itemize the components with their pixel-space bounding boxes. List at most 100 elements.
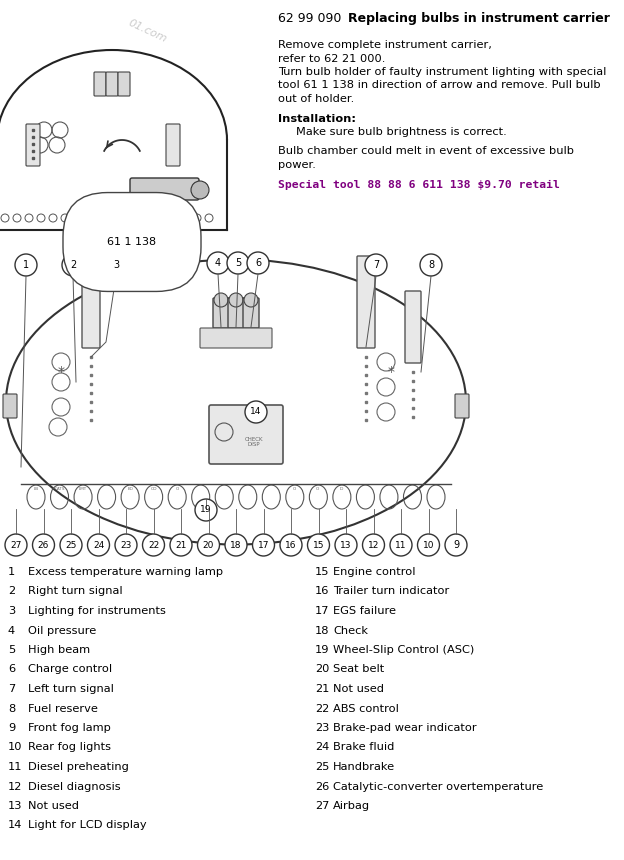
Text: Not used: Not used — [333, 684, 384, 694]
Text: 6: 6 — [255, 258, 261, 268]
Circle shape — [60, 534, 82, 556]
Text: 8: 8 — [428, 260, 434, 270]
Text: 20: 20 — [203, 540, 214, 550]
Text: Catalytic-converter overtemperature: Catalytic-converter overtemperature — [333, 782, 544, 791]
Text: 5: 5 — [235, 258, 241, 268]
Text: 19: 19 — [315, 645, 329, 655]
Text: Right turn signal: Right turn signal — [28, 587, 123, 597]
FancyBboxPatch shape — [213, 298, 229, 328]
Text: 7: 7 — [8, 684, 15, 694]
Text: Not used: Not used — [28, 801, 79, 811]
Circle shape — [115, 534, 137, 556]
Text: 8: 8 — [8, 703, 15, 714]
Text: 27: 27 — [315, 801, 329, 811]
FancyBboxPatch shape — [94, 72, 106, 96]
Text: 22: 22 — [148, 540, 159, 550]
Circle shape — [363, 534, 384, 556]
Text: Rear fog lights: Rear fog lights — [28, 742, 111, 752]
Text: Oil pressure: Oil pressure — [28, 625, 96, 636]
FancyBboxPatch shape — [209, 405, 283, 464]
Text: Lighting for instruments: Lighting for instruments — [28, 606, 166, 616]
Circle shape — [207, 252, 229, 274]
Text: 13: 13 — [8, 801, 22, 811]
FancyBboxPatch shape — [228, 298, 244, 328]
Text: Check: Check — [333, 625, 368, 636]
Text: Brake fluid: Brake fluid — [333, 742, 394, 752]
FancyBboxPatch shape — [405, 291, 421, 363]
Text: 4: 4 — [8, 625, 15, 636]
Circle shape — [170, 534, 192, 556]
FancyBboxPatch shape — [455, 394, 469, 418]
Text: High beam: High beam — [28, 645, 90, 655]
Text: power.: power. — [278, 160, 316, 170]
Text: 1: 1 — [8, 567, 15, 577]
Text: 9: 9 — [453, 540, 459, 550]
FancyBboxPatch shape — [357, 256, 375, 348]
Text: 26: 26 — [315, 782, 329, 791]
Text: 15: 15 — [315, 567, 329, 577]
Text: *: * — [57, 365, 64, 379]
Circle shape — [253, 534, 275, 556]
Text: 17: 17 — [258, 540, 269, 550]
Text: 16: 16 — [315, 587, 329, 597]
Text: 12: 12 — [8, 782, 22, 791]
Text: 13: 13 — [340, 540, 352, 550]
Text: 25: 25 — [66, 540, 77, 550]
Text: Fuel reserve: Fuel reserve — [28, 703, 98, 714]
Text: Turn bulb holder of faulty instrument lighting with special: Turn bulb holder of faulty instrument li… — [278, 67, 607, 77]
Circle shape — [280, 534, 302, 556]
Text: 62 99 090: 62 99 090 — [278, 12, 341, 25]
Text: CATS: CATS — [54, 487, 65, 491]
Circle shape — [365, 254, 387, 276]
Text: 3: 3 — [113, 260, 119, 270]
FancyBboxPatch shape — [200, 328, 272, 348]
Text: 4: 4 — [215, 258, 221, 268]
Text: 7: 7 — [373, 260, 379, 270]
Text: 14: 14 — [250, 408, 261, 416]
Circle shape — [227, 252, 249, 274]
Text: Ol: Ol — [316, 487, 321, 491]
Text: 21: 21 — [175, 540, 187, 550]
Circle shape — [198, 534, 220, 556]
Text: 10: 10 — [8, 742, 22, 752]
Text: 23: 23 — [315, 723, 329, 733]
FancyBboxPatch shape — [3, 394, 17, 418]
Text: 6: 6 — [8, 665, 15, 674]
Circle shape — [229, 293, 243, 307]
Text: lO: lO — [339, 487, 344, 491]
Text: Diesel preheating: Diesel preheating — [28, 762, 129, 772]
FancyBboxPatch shape — [118, 72, 130, 96]
Circle shape — [195, 499, 217, 521]
FancyBboxPatch shape — [166, 124, 180, 166]
Circle shape — [420, 254, 442, 276]
Circle shape — [247, 252, 269, 274]
Text: Trailer turn indicator: Trailer turn indicator — [333, 587, 449, 597]
FancyBboxPatch shape — [130, 178, 199, 200]
Text: Remove complete instrument carrier,: Remove complete instrument carrier, — [278, 40, 492, 50]
Text: 61 1 138: 61 1 138 — [107, 237, 157, 247]
Circle shape — [225, 534, 247, 556]
Text: Diesel diagnosis: Diesel diagnosis — [28, 782, 120, 791]
Circle shape — [214, 293, 228, 307]
Text: 12: 12 — [368, 540, 379, 550]
Text: 10: 10 — [422, 540, 434, 550]
Text: Handbrake: Handbrake — [333, 762, 395, 772]
Circle shape — [62, 254, 84, 276]
Text: O: O — [175, 487, 179, 491]
Text: Make sure bulb brightness is correct.: Make sure bulb brightness is correct. — [296, 127, 507, 137]
Text: 18: 18 — [230, 540, 241, 550]
FancyBboxPatch shape — [26, 124, 40, 166]
Text: 1: 1 — [23, 260, 29, 270]
FancyBboxPatch shape — [106, 72, 118, 96]
Text: Front fog lamp: Front fog lamp — [28, 723, 111, 733]
Circle shape — [105, 254, 127, 276]
FancyBboxPatch shape — [243, 298, 259, 328]
Circle shape — [335, 534, 357, 556]
Text: 11: 11 — [395, 540, 407, 550]
Text: LB: LB — [34, 487, 39, 491]
Text: Brake-pad wear indicator: Brake-pad wear indicator — [333, 723, 477, 733]
Circle shape — [445, 534, 467, 556]
Text: LMT: LMT — [79, 487, 87, 491]
Text: Seat belt: Seat belt — [333, 665, 384, 674]
Text: Installation:: Installation: — [278, 114, 356, 124]
